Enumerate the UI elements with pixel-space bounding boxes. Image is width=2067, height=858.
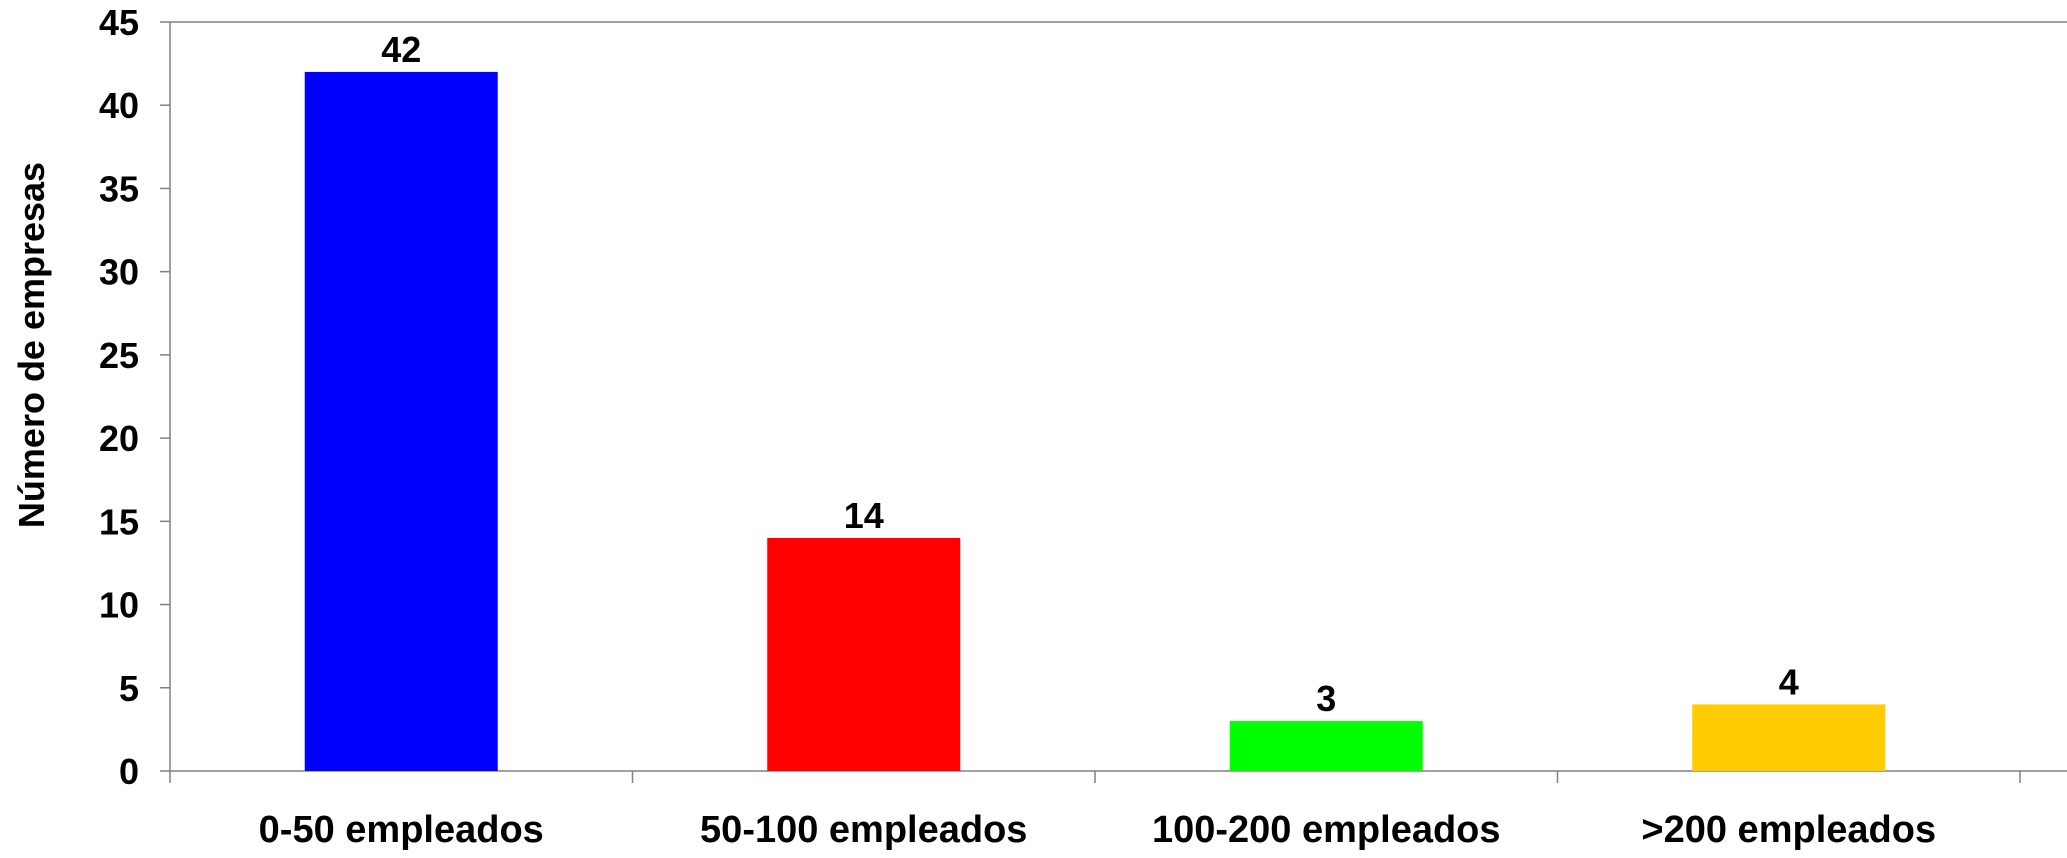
y-tick-label: 35 — [99, 168, 139, 209]
y-tick-label: 5 — [119, 668, 139, 709]
y-axis-ticks: 0 5 10 15 20 25 30 35 40 45 — [99, 2, 170, 792]
bar-3 — [1692, 704, 1886, 771]
category-label: >200 empleados — [1641, 809, 1936, 851]
y-tick-label: 20 — [99, 418, 139, 459]
data-labels: 42 14 3 4 — [381, 29, 1799, 719]
category-labels: 0-50 empleados 50-100 empleados 100-200 em… — [259, 809, 1936, 851]
data-label: 42 — [381, 29, 421, 70]
data-label: 14 — [844, 495, 884, 536]
x-axis-ticks — [169, 771, 2021, 783]
y-tick-label: 40 — [99, 85, 139, 126]
data-label: 4 — [1779, 661, 1799, 702]
y-tick-label: 0 — [119, 751, 139, 792]
data-label: 3 — [1316, 678, 1336, 719]
bar-1 — [767, 537, 961, 771]
y-tick-label: 15 — [99, 501, 139, 542]
category-label: 100-200 empleados — [1152, 809, 1501, 851]
y-tick-label: 45 — [99, 2, 139, 43]
category-label: 0-50 empleados — [259, 809, 544, 851]
category-label: 50-100 empleados — [700, 809, 1027, 851]
bar-2 — [1229, 721, 1423, 771]
bars — [304, 71, 1886, 771]
y-tick-label: 25 — [99, 335, 139, 376]
y-tick-label: 30 — [99, 252, 139, 293]
y-tick-label: 10 — [99, 585, 139, 626]
bar-0 — [304, 71, 498, 771]
y-axis-title: Número de empresas — [11, 162, 52, 528]
